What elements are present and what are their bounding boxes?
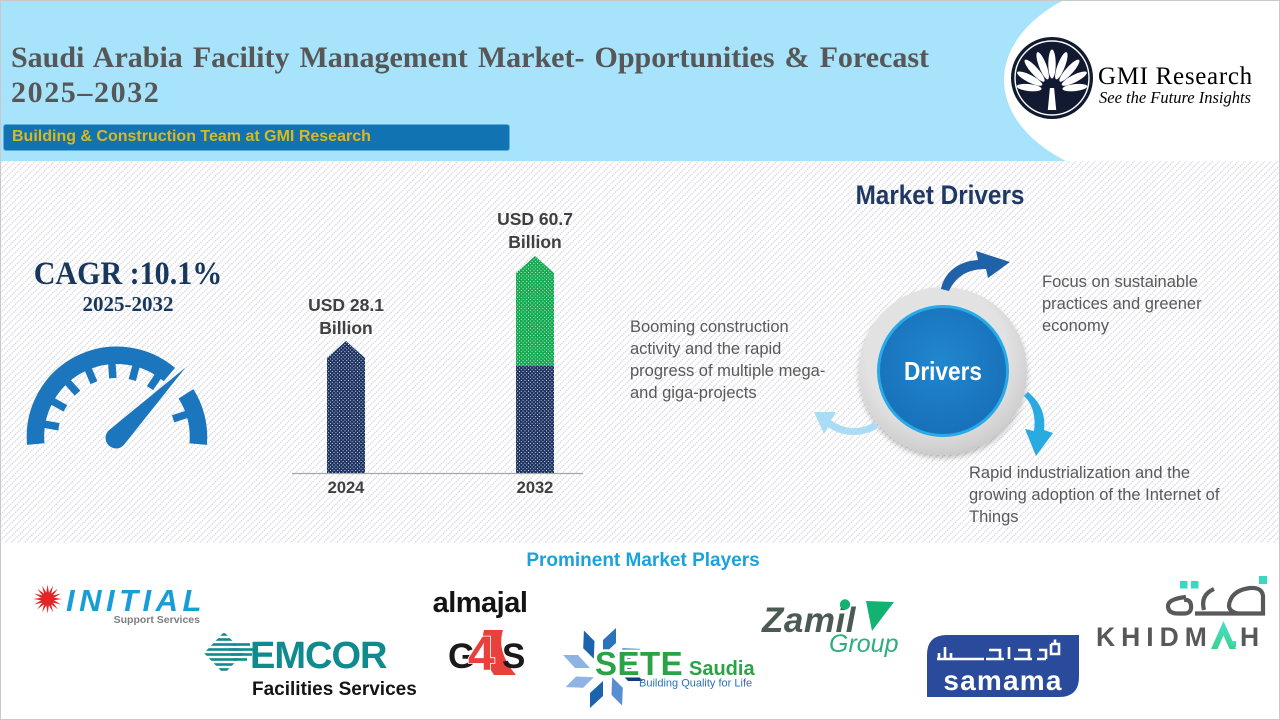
svg-text:Group: Group [829, 630, 899, 658]
svg-text:EMCOR: EMCOR [250, 635, 387, 677]
svg-text:GMI Research: GMI Research [1098, 63, 1253, 90]
svg-text:S: S [502, 637, 525, 676]
svg-text:G: G [448, 637, 475, 676]
svg-text:INITIAL: INITIAL [66, 583, 206, 618]
svg-text:H: H [1240, 622, 1259, 652]
svg-text:Support Services: Support Services [114, 614, 201, 626]
svg-text:See the Future Insights: See the Future Insights [1099, 88, 1251, 107]
svg-text:Facilities Services: Facilities Services [252, 679, 417, 700]
svg-text:SETE: SETE [595, 645, 683, 682]
svg-text:Zamil: Zamil [761, 601, 857, 640]
svg-text:Building Quality for Life: Building Quality for Life [639, 678, 752, 690]
svg-text:samama: samama [943, 665, 1062, 696]
svg-text:4: 4 [468, 628, 495, 681]
svg-text:Saudia: Saudia [689, 658, 755, 680]
svg-text:KHIDM: KHIDM [1096, 622, 1213, 652]
